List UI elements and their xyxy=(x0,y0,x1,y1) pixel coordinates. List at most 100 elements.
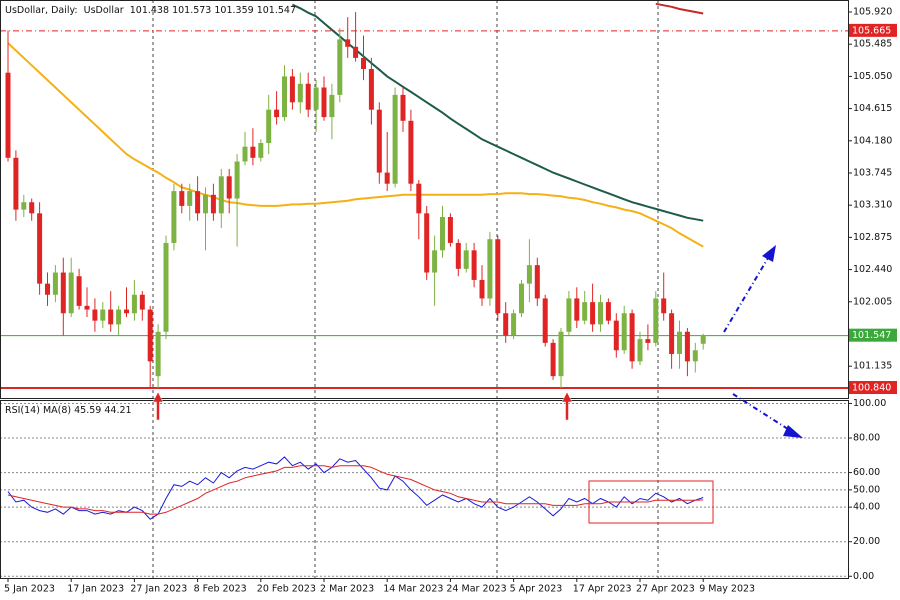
candle-body xyxy=(76,276,82,306)
symbol-name: UsDollar xyxy=(84,5,124,16)
candle-body xyxy=(258,143,264,158)
moving-average xyxy=(655,2,704,15)
candle-body xyxy=(653,298,659,343)
candle-body xyxy=(68,272,74,314)
candle-body xyxy=(511,313,517,336)
candle-body xyxy=(163,242,169,332)
candle-body xyxy=(266,109,272,144)
rsi-value: 45.59 xyxy=(74,405,101,416)
candle-body xyxy=(305,83,311,110)
candle-body xyxy=(139,294,145,310)
candle-body xyxy=(582,302,588,321)
candle-body xyxy=(519,283,524,314)
candle-body xyxy=(345,39,351,47)
low: 101.359 xyxy=(214,5,253,16)
candle-body xyxy=(471,250,477,280)
y-tick-label: 101.135 xyxy=(853,361,892,372)
candle-body xyxy=(5,72,11,158)
candle-body xyxy=(661,298,667,314)
candle-body xyxy=(92,309,98,321)
x-tick-label: 14 Mar 2023 xyxy=(383,584,443,595)
candle-body xyxy=(329,94,335,118)
candle-body xyxy=(171,191,177,243)
rsi-ma-value: 44.21 xyxy=(104,405,131,416)
x-tick-label: 27 Apr 2023 xyxy=(636,584,695,595)
candle-body xyxy=(558,331,564,377)
candle-body xyxy=(116,309,122,325)
candle-body xyxy=(376,109,382,173)
candle-body xyxy=(408,120,414,184)
annotations xyxy=(152,245,803,524)
candle-body xyxy=(124,309,129,314)
candle-body xyxy=(503,313,509,336)
candle-body xyxy=(368,68,374,110)
candle-body xyxy=(179,191,185,206)
indicator-header: RSI(14) MA(8) 45.59 44.21 xyxy=(5,405,132,416)
y-tick-label: 103.310 xyxy=(853,200,892,211)
candle-body xyxy=(21,202,27,210)
candle-body xyxy=(487,239,493,299)
y-tick-label: 105.920 xyxy=(853,6,892,17)
candle-body xyxy=(234,161,240,199)
candle-body xyxy=(384,172,390,184)
chart-header: UsDollar, Daily: UsDollar 101.438 101.57… xyxy=(5,5,296,16)
candle-body xyxy=(242,146,248,162)
arrow-head xyxy=(783,425,803,438)
candle-body xyxy=(542,298,548,343)
candle-body xyxy=(195,191,201,214)
candle-body xyxy=(692,350,698,362)
y-tick-label: 105.485 xyxy=(853,39,892,50)
candle-body xyxy=(416,183,422,214)
price-tag-label: 101.547 xyxy=(852,330,891,341)
symbol: UsDollar, Daily: xyxy=(5,5,78,16)
candle-body xyxy=(590,302,596,325)
candle-body xyxy=(479,279,485,299)
main-pane-frame xyxy=(0,0,849,399)
candle-body xyxy=(313,87,319,110)
price-tag xyxy=(849,328,897,342)
candle-body xyxy=(392,94,398,184)
candle-body xyxy=(147,309,153,362)
open: 101.438 xyxy=(130,5,169,16)
y-tick-label: 102.005 xyxy=(853,296,892,307)
y-tick-label: 40.00 xyxy=(853,502,880,513)
x-tick-label: 8 Feb 2023 xyxy=(194,584,247,595)
x-tick-label: 9 May 2023 xyxy=(699,584,755,595)
x-tick-label: 24 Mar 2023 xyxy=(446,584,506,595)
price-tag-label: 100.840 xyxy=(852,383,891,394)
candle-body xyxy=(684,331,690,362)
indicator-label: RSI(14) MA(8) xyxy=(5,405,71,416)
candle-body xyxy=(440,217,445,251)
candle-body xyxy=(598,302,603,325)
rsi-plot xyxy=(0,402,848,577)
candle-body xyxy=(337,39,343,95)
candle-body xyxy=(13,157,19,210)
candle-body xyxy=(226,176,232,199)
candle-body xyxy=(495,239,501,314)
y-tick-label: 100.00 xyxy=(853,398,886,409)
candle-body xyxy=(100,309,106,321)
candle-body xyxy=(131,294,137,314)
candle-body xyxy=(621,313,627,351)
y-tick-label: 103.745 xyxy=(853,167,892,178)
x-tick-label: 17 Apr 2023 xyxy=(573,584,632,595)
moving-average xyxy=(291,3,704,222)
x-tick-label: 27 Jan 2023 xyxy=(130,584,187,595)
rsi-pane-frame xyxy=(0,400,849,579)
candle-body xyxy=(52,272,58,295)
x-tick-label: 17 Jan 2023 xyxy=(67,584,124,595)
price-tag xyxy=(849,381,897,395)
candle-body xyxy=(526,265,532,284)
candle-body xyxy=(29,202,35,214)
candle-body xyxy=(297,83,303,103)
candle-body xyxy=(361,57,366,69)
candle-body xyxy=(566,298,572,332)
up-arrow xyxy=(152,391,164,421)
candle-body xyxy=(210,194,216,214)
candle-body xyxy=(677,331,682,354)
x-tick-label: 5 Apr 2023 xyxy=(510,584,563,595)
candle-body xyxy=(282,76,287,118)
candle-body xyxy=(353,46,359,58)
